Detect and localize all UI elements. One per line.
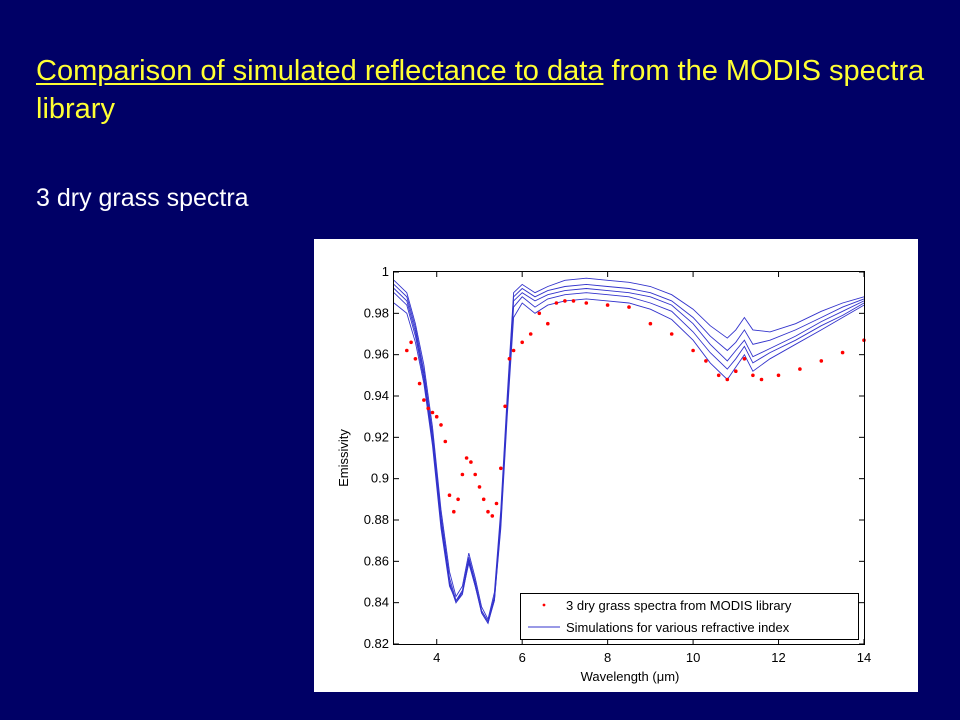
x-tick-label: 6 xyxy=(519,650,526,665)
x-tick-label: 14 xyxy=(857,650,871,665)
data-point xyxy=(648,321,653,326)
data-point xyxy=(776,373,781,378)
legend-label-data: 3 dry grass spectra from MODIS library xyxy=(566,598,792,613)
data-point xyxy=(473,472,477,477)
y-tick-label: 1 xyxy=(382,264,389,279)
emissivity-chart: 4 6 8 10 12 14 0.82 0.84 0.86 0.88 0.9 0.92 0.94 0.96… xyxy=(336,264,872,684)
slide-title-underlined: Comparison of simulated reflectance to d… xyxy=(36,55,604,87)
y-tick-label: 0.82 xyxy=(364,636,389,651)
simulation-line-5 xyxy=(393,298,865,623)
data-point xyxy=(494,501,499,506)
data-point xyxy=(477,485,482,489)
data-point xyxy=(481,497,486,502)
tick-layer: 4 6 8 10 12 14 0.82 0.84 0.86 0.88 0.9 0.92 0.94 0.96… xyxy=(364,264,872,665)
y-tick-label: 0.9 xyxy=(371,471,389,486)
y-tick-label: 0.84 xyxy=(364,595,389,610)
data-point xyxy=(528,332,533,336)
data-point xyxy=(460,472,465,477)
data-point xyxy=(405,348,409,353)
x-tick-label: 8 xyxy=(604,650,611,665)
data-point xyxy=(584,301,589,305)
y-tick-label: 0.98 xyxy=(364,305,389,320)
x-tick-label: 10 xyxy=(686,650,700,665)
x-tick-label: 12 xyxy=(771,650,785,665)
data-point xyxy=(409,340,413,345)
data-point xyxy=(571,299,576,303)
data-point xyxy=(439,423,443,427)
data-point xyxy=(840,350,845,355)
data-point xyxy=(716,373,721,378)
x-axis-label: Wavelength (μm) xyxy=(581,669,680,684)
data-point xyxy=(447,493,452,497)
data-point xyxy=(434,414,439,419)
data-point xyxy=(469,460,473,464)
data-point xyxy=(511,348,516,353)
plot-frame xyxy=(393,271,865,645)
simulation-line-1 xyxy=(393,277,865,621)
data-point xyxy=(456,497,460,502)
y-axis-label: Emissivity xyxy=(336,429,351,487)
data-point xyxy=(627,305,631,309)
data-point xyxy=(464,456,469,460)
data-point xyxy=(704,359,708,363)
data-point xyxy=(520,340,524,345)
data-point xyxy=(742,357,747,361)
data-point xyxy=(798,367,802,371)
data-point xyxy=(503,404,507,409)
x-tick-label: 4 xyxy=(433,650,440,665)
emissivity-figure: 4 6 8 10 12 14 0.82 0.84 0.86 0.88 0.9 0.92 0.94 0.96… xyxy=(314,239,918,692)
simulation-line-2 xyxy=(393,283,865,623)
data-point xyxy=(490,514,495,518)
data-point xyxy=(751,373,755,378)
data-point xyxy=(725,377,730,382)
data-point xyxy=(507,357,512,361)
data-point xyxy=(691,348,695,353)
legend-label-simulation: Simulations for various refractive index xyxy=(566,620,790,635)
data-point xyxy=(734,369,738,373)
data-point xyxy=(413,357,418,361)
y-tick-label: 0.94 xyxy=(364,388,389,403)
legend-marker-data xyxy=(542,603,546,607)
data-point xyxy=(452,509,456,514)
data-point xyxy=(819,359,824,363)
data-point xyxy=(499,466,503,471)
slide-title-rest: from the MODIS spectra library xyxy=(36,55,925,125)
slide-title: Comparison of simulated reflectance to d… xyxy=(36,52,936,128)
y-tick-label: 0.92 xyxy=(364,429,389,444)
data-point xyxy=(669,332,674,336)
legend: 3 dry grass spectra from MODIS library S… xyxy=(520,593,859,640)
data-layer xyxy=(393,277,866,625)
data-point xyxy=(443,439,448,444)
data-point xyxy=(537,311,542,316)
data-point xyxy=(430,410,435,415)
y-tick-label: 0.86 xyxy=(364,553,389,568)
data-point xyxy=(486,509,490,514)
data-point xyxy=(605,303,610,307)
data-point xyxy=(426,406,430,411)
y-tick-label: 0.96 xyxy=(364,347,389,362)
data-point xyxy=(759,377,764,382)
data-point xyxy=(563,299,567,303)
data-point xyxy=(417,381,422,386)
legend-box xyxy=(520,593,859,640)
data-point xyxy=(554,301,559,305)
y-tick-label: 0.88 xyxy=(364,512,389,527)
data-point xyxy=(422,398,426,402)
data-point xyxy=(546,321,550,326)
slide-subtitle: 3 dry grass spectra xyxy=(36,184,249,212)
